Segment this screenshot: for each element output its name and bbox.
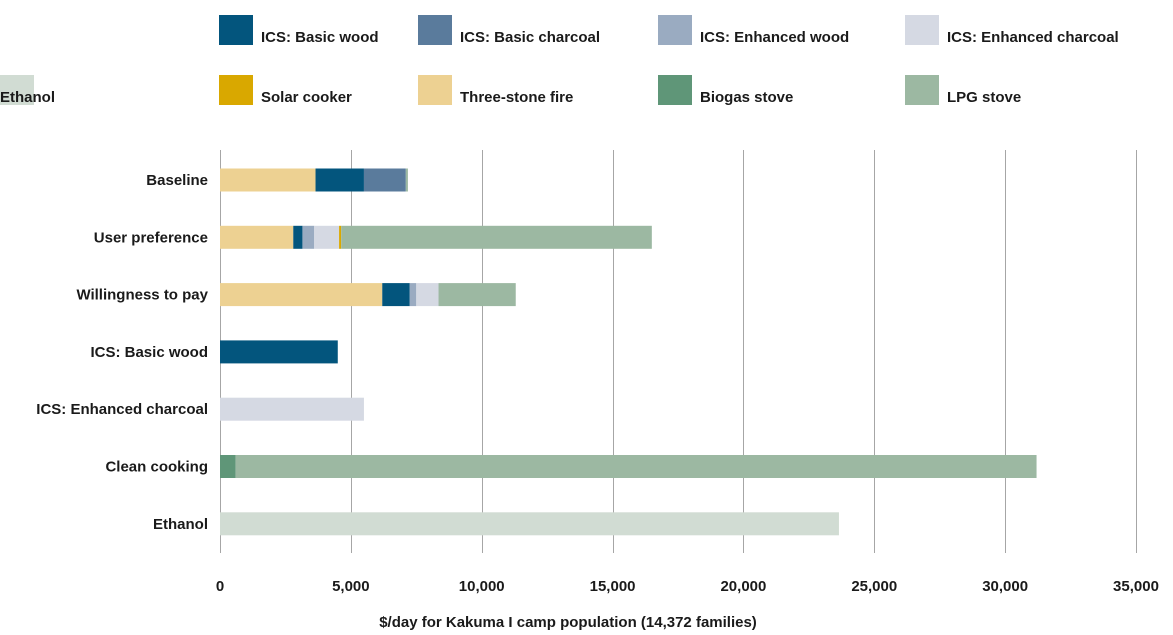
legend-item-ethanol: Ethanol <box>0 75 55 106</box>
legend-item-biogas-stove: Biogas stove <box>658 75 793 106</box>
bars <box>220 168 1037 536</box>
legend-swatch-lpg-stove <box>905 75 939 105</box>
legend-label-ics-basic-wood: ICS: Basic wood <box>261 29 379 46</box>
legend-label-ethanol: Ethanol <box>0 89 55 106</box>
x-tick-label-4: 20,000 <box>720 578 766 595</box>
bar-willingness-to-pay-ics-enhanced-wood <box>409 283 417 307</box>
legend-label-ics-enhanced-charcoal: ICS: Enhanced charcoal <box>947 29 1119 46</box>
bar-user-preference-ics-enhanced-charcoal <box>314 225 340 249</box>
x-tick-label-5: 25,000 <box>851 578 897 595</box>
bar-clean-cooking-lpg-stove <box>235 455 1037 478</box>
bar-user-preference-lpg-stove <box>341 225 652 249</box>
legend-swatch-ics-basic-charcoal <box>418 15 452 45</box>
bar-willingness-to-pay-lpg-stove <box>438 283 516 307</box>
category-label-ics-enhanced-charcoal: ICS: Enhanced charcoal <box>36 401 208 418</box>
category-label-clean-cooking: Clean cooking <box>105 459 208 476</box>
legend-item-three-stone-fire: Three-stone fire <box>418 75 573 106</box>
legend-label-biogas-stove: Biogas stove <box>700 89 793 106</box>
bar-willingness-to-pay-three-stone-fire <box>220 283 383 307</box>
x-tick-label-6: 30,000 <box>982 578 1028 595</box>
legend-label-three-stone-fire: Three-stone fire <box>460 89 573 106</box>
legend-item-ics-basic-charcoal: ICS: Basic charcoal <box>418 15 600 46</box>
category-label-ethanol: Ethanol <box>153 516 208 533</box>
x-tick-label-0: 0 <box>216 578 224 595</box>
legend-item-ics-enhanced-charcoal: ICS: Enhanced charcoal <box>905 15 1119 46</box>
bar-baseline-ics-basic-wood <box>315 168 364 192</box>
legend-item-ics-enhanced-wood: ICS: Enhanced wood <box>658 15 849 46</box>
category-label-ics-basic-wood: ICS: Basic wood <box>90 344 208 361</box>
bar-user-preference-three-stone-fire <box>220 225 294 249</box>
legend-swatch-biogas-stove <box>658 75 692 105</box>
bar-user-preference-ics-enhanced-wood <box>302 225 315 249</box>
legend-label-ics-basic-charcoal: ICS: Basic charcoal <box>460 29 600 46</box>
category-label-baseline: Baseline <box>146 172 208 189</box>
x-tick-label-7: 35,000 <box>1113 578 1159 595</box>
bar-user-preference-ics-basic-wood <box>293 225 303 249</box>
legend-label-lpg-stove: LPG stove <box>947 89 1021 106</box>
bar-baseline-three-stone-fire <box>220 168 316 192</box>
legend-swatch-solar-cooker <box>219 75 253 105</box>
category-label-user-preference: User preference <box>94 229 208 246</box>
legend-swatch-ethanol <box>0 75 34 105</box>
x-tick-label-1: 5,000 <box>332 578 370 595</box>
legend-label-solar-cooker: Solar cooker <box>261 89 352 106</box>
x-tick-label-3: 15,000 <box>590 578 636 595</box>
bar-willingness-to-pay-ics-basic-wood <box>382 283 410 307</box>
legend: ICS: Basic wood ICS: Basic charcoal ICS: E… <box>0 15 1119 106</box>
bar-willingness-to-pay-ics-enhanced-charcoal <box>416 283 439 307</box>
bar-ics-enhanced-charcoal-ics-enhanced-charcoal <box>220 397 364 421</box>
bar-clean-cooking-biogas-stove <box>220 455 236 478</box>
bar-baseline-ics-basic-charcoal <box>363 168 406 192</box>
category-labels: Baseline User preference Willingness to pa… <box>36 172 208 533</box>
legend-swatch-ics-enhanced-charcoal <box>905 15 939 45</box>
legend-swatch-three-stone-fire <box>418 75 452 105</box>
legend-swatch-ics-enhanced-wood <box>658 15 692 45</box>
legend-label-ics-enhanced-wood: ICS: Enhanced wood <box>700 29 849 46</box>
bar-ics-basic-wood-ics-basic-wood <box>220 340 338 364</box>
bar-user-preference-solar-cooker <box>339 225 342 249</box>
bar-baseline-lpg-stove <box>405 168 408 192</box>
x-tick-label-2: 10,000 <box>459 578 505 595</box>
legend-swatch-ics-basic-wood <box>219 15 253 45</box>
gridlines <box>220 150 1137 553</box>
legend-item-lpg-stove: LPG stove <box>905 75 1021 106</box>
legend-item-solar-cooker: Solar cooker <box>219 75 352 106</box>
category-label-willingness-to-pay: Willingness to pay <box>76 287 208 304</box>
x-tick-labels: 0 5,000 10,000 15,000 20,000 25,000 30,000 35,0… <box>216 578 1159 595</box>
x-axis-title: $/day for Kakuma I camp population (14,3… <box>379 614 757 631</box>
legend-item-ics-basic-wood: ICS: Basic wood <box>219 15 379 46</box>
bar-ethanol-ethanol <box>220 512 839 536</box>
